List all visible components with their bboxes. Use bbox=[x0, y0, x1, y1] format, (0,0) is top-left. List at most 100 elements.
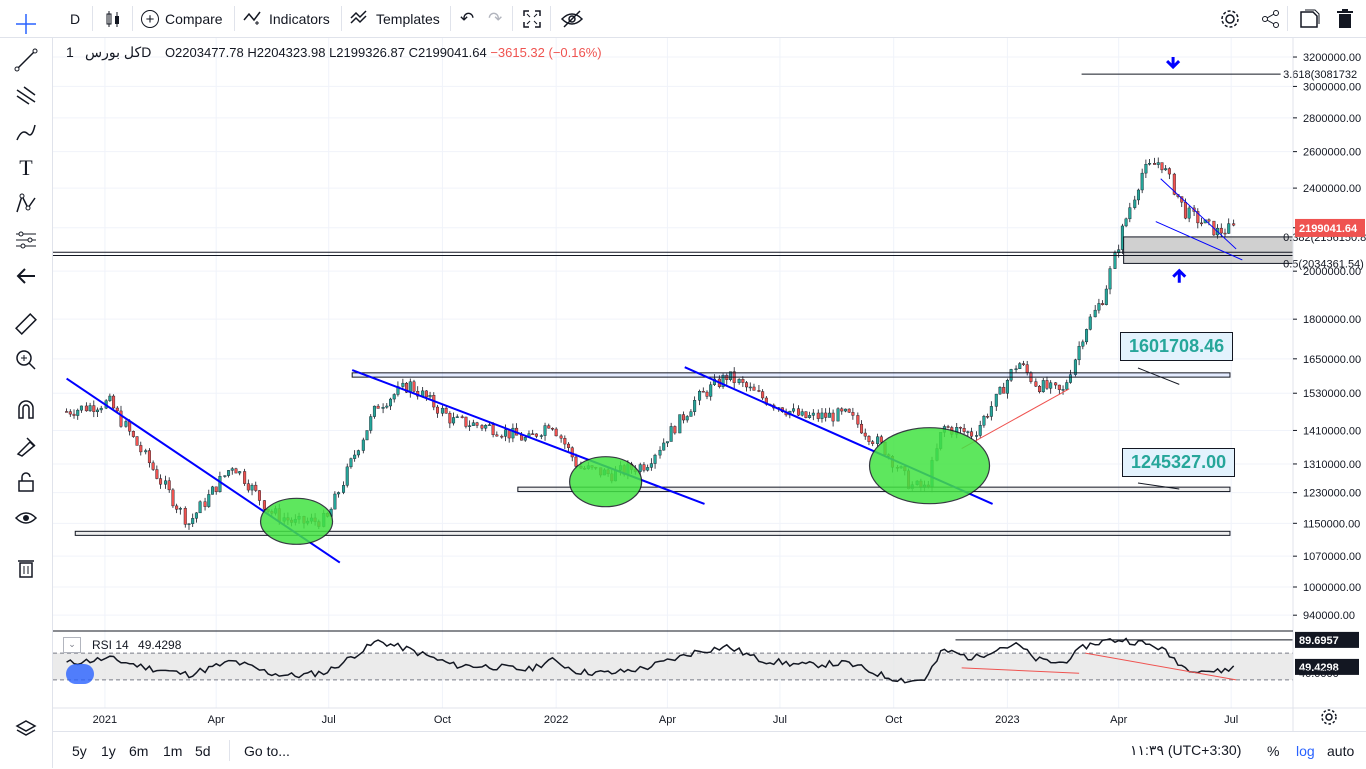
legend-low: L2199326.87 bbox=[329, 45, 405, 60]
rsi-low-label: 40.0000 bbox=[1299, 668, 1339, 680]
trash-icon[interactable] bbox=[1336, 0, 1354, 37]
goto-button[interactable]: Go to... bbox=[244, 742, 290, 759]
fullscreen-icon[interactable] bbox=[522, 0, 542, 37]
hide-eye-icon[interactable] bbox=[560, 0, 584, 37]
brush-tool-icon[interactable] bbox=[10, 116, 42, 148]
candle-body bbox=[460, 416, 464, 418]
candle-body bbox=[1088, 316, 1092, 330]
candle-body bbox=[342, 485, 346, 493]
last-price-label: 2199041.64 bbox=[1299, 223, 1358, 235]
indicators-button[interactable]: Indicators bbox=[243, 0, 330, 37]
candle-body bbox=[998, 386, 1002, 395]
callout-pointer bbox=[1137, 482, 1180, 490]
symbol-name[interactable]: کل بورس bbox=[85, 44, 142, 60]
percent-toggle[interactable]: % bbox=[1267, 742, 1280, 759]
range-5y[interactable]: 5y bbox=[72, 742, 87, 759]
unlock-icon[interactable] bbox=[10, 466, 42, 498]
candle-body bbox=[207, 494, 211, 507]
x-tick-label: 2023 bbox=[995, 714, 1019, 726]
candle-body bbox=[876, 436, 880, 444]
settings-gear-icon[interactable] bbox=[1219, 0, 1241, 37]
pattern-tool-icon[interactable] bbox=[10, 188, 42, 220]
up-arrow-icon bbox=[1172, 268, 1187, 283]
time-display[interactable]: ۱۱:۳۹ (UTC+3:30) bbox=[1130, 742, 1242, 758]
rsi-collapse-icon[interactable]: ⌄ bbox=[63, 637, 81, 653]
price-axis[interactable]: 3200000.00 3000000.00 2800000.00 2600000.00… bbox=[53, 38, 1365, 731]
y-tick-label: 2000000.00 bbox=[1303, 266, 1361, 278]
range-1y[interactable]: 1y bbox=[101, 742, 116, 759]
candle-body bbox=[757, 390, 761, 392]
candle-body bbox=[361, 439, 365, 451]
candle-body bbox=[689, 411, 693, 417]
auto-toggle[interactable]: auto bbox=[1327, 742, 1355, 759]
pitchfork-tool-icon[interactable] bbox=[10, 80, 42, 112]
candle-body bbox=[559, 435, 563, 439]
candle-body bbox=[503, 429, 507, 437]
open-idea-icon[interactable] bbox=[1298, 0, 1320, 37]
candle-body bbox=[76, 409, 80, 416]
candle-body bbox=[187, 523, 191, 525]
candle-body bbox=[1025, 364, 1029, 373]
range-6m[interactable]: 6m bbox=[129, 742, 149, 759]
trendline-tool-icon[interactable] bbox=[10, 44, 42, 76]
candle-body bbox=[1124, 218, 1128, 227]
undo-icon[interactable]: ↶ bbox=[460, 8, 475, 28]
candle-body bbox=[254, 484, 258, 491]
candle-body bbox=[119, 410, 123, 427]
candle-body bbox=[487, 424, 491, 426]
interval-button[interactable]: D bbox=[69, 10, 81, 27]
candle-body bbox=[349, 458, 353, 468]
magnet-icon[interactable] bbox=[10, 394, 42, 426]
zoom-in-icon[interactable] bbox=[10, 344, 42, 376]
range-1m[interactable]: 1m bbox=[163, 742, 183, 759]
candle-body bbox=[405, 382, 409, 393]
candle-body bbox=[685, 416, 689, 421]
candle-body bbox=[658, 449, 662, 456]
log-toggle[interactable]: log bbox=[1296, 742, 1315, 759]
candle-body bbox=[1061, 389, 1065, 391]
candle-body bbox=[678, 414, 682, 434]
text-tool-icon[interactable]: T bbox=[19, 155, 33, 180]
top-toolbar: D + Compare Indicators Templates ↶ ↷ bbox=[0, 0, 1366, 38]
candle-body bbox=[554, 428, 558, 437]
candle-body bbox=[1172, 173, 1176, 195]
back-arrow-icon[interactable] bbox=[10, 260, 42, 292]
candle-body bbox=[1148, 163, 1152, 165]
lock-drawing-icon[interactable] bbox=[10, 430, 42, 462]
candle-body bbox=[365, 430, 369, 441]
visibility-eye-icon[interactable] bbox=[10, 502, 42, 534]
share-icon[interactable] bbox=[1260, 0, 1282, 37]
divider bbox=[229, 740, 230, 761]
candle-body bbox=[428, 395, 432, 398]
remove-drawings-icon[interactable] bbox=[10, 552, 42, 584]
templates-button[interactable]: Templates bbox=[350, 0, 440, 37]
price-label-box-upper[interactable]: 1601708.46 bbox=[1120, 332, 1234, 361]
price-label-box-lower[interactable]: 1245327.00 bbox=[1122, 448, 1236, 477]
rsi-series bbox=[66, 637, 1293, 684]
redo-icon[interactable]: ↷ bbox=[488, 8, 503, 28]
compare-button[interactable]: + Compare bbox=[141, 0, 223, 37]
candle-body bbox=[1207, 219, 1211, 222]
time-axis[interactable]: 2021 Apr Jul Oct 2022 Apr Jul Oct 2023 Apr Jul bbox=[53, 707, 1366, 726]
crosshair-icon[interactable] bbox=[10, 8, 42, 40]
object-tree-icon[interactable] bbox=[10, 714, 42, 746]
candle-body bbox=[203, 501, 207, 507]
candle-body bbox=[843, 408, 847, 412]
blue-trendline-2 bbox=[351, 369, 705, 505]
range-5d[interactable]: 5d bbox=[195, 742, 211, 759]
candle-body bbox=[389, 398, 393, 407]
candle-body bbox=[392, 394, 396, 400]
candle-body bbox=[1081, 341, 1085, 347]
candle-body bbox=[88, 405, 92, 412]
rsi-band bbox=[53, 652, 1293, 681]
candle-body bbox=[1117, 249, 1121, 254]
settings-axis-gear-icon[interactable] bbox=[1320, 708, 1338, 726]
price-chart[interactable]: 3.618(30817320.382(2156150.85)0.5(203436… bbox=[53, 38, 1366, 731]
candle-body bbox=[151, 462, 155, 470]
candle-style-icon[interactable] bbox=[103, 0, 123, 37]
candle-body bbox=[468, 425, 472, 427]
interval-label: 1D bbox=[66, 44, 152, 60]
ruler-icon[interactable] bbox=[10, 308, 42, 340]
prediction-tool-icon[interactable] bbox=[10, 224, 42, 256]
rsi-value: 49.4298 bbox=[138, 638, 182, 652]
